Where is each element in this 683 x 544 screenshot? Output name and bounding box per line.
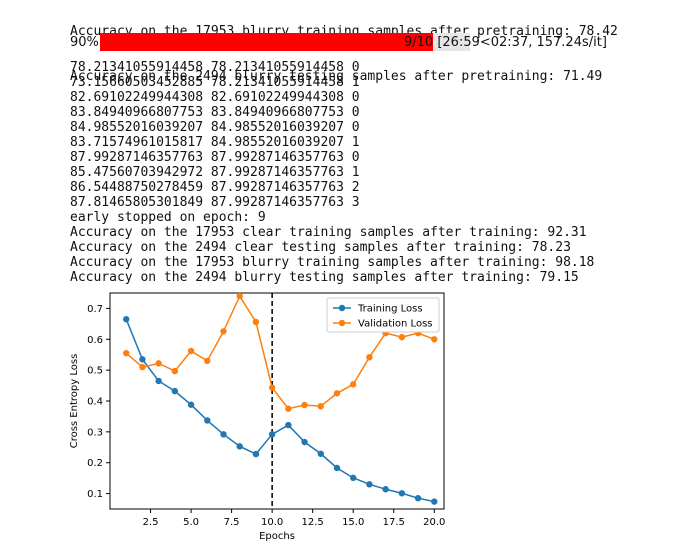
data-point bbox=[252, 318, 260, 326]
data-point bbox=[155, 360, 162, 367]
data-point bbox=[350, 381, 357, 388]
x-tick-label: 7.5 bbox=[224, 517, 240, 528]
data-point bbox=[123, 316, 130, 323]
output-line: 73.15660503452885 78.21341055914458 1 bbox=[70, 75, 360, 90]
output-line: 87.99287146357763 87.99287146357763 0 bbox=[70, 150, 360, 165]
data-point bbox=[268, 431, 276, 438]
output-line: 87.81465805301849 87.99287146357763 3 bbox=[70, 195, 360, 210]
x-axis-label: Epochs bbox=[259, 531, 295, 542]
output-line: 83.71574961015817 84.98552016039207 1 bbox=[70, 135, 360, 150]
y-tick-label: 0.2 bbox=[87, 458, 103, 469]
output-line: 86.54488750278459 87.99287146357763 2 bbox=[70, 180, 360, 195]
y-tick-label: 0.4 bbox=[87, 397, 103, 408]
data-point bbox=[333, 464, 341, 472]
data-point bbox=[431, 336, 438, 343]
data-point bbox=[431, 498, 438, 505]
data-point bbox=[268, 384, 276, 391]
x-tick-label: 12.5 bbox=[302, 517, 324, 528]
data-point bbox=[366, 481, 373, 488]
output-line: 82.69102249944308 82.69102249944308 0 bbox=[70, 90, 360, 105]
x-tick-label: 10.0 bbox=[261, 517, 283, 528]
data-point bbox=[204, 357, 211, 365]
data-point bbox=[382, 486, 389, 493]
x-tick-label: 15.0 bbox=[342, 517, 364, 528]
legend-box bbox=[326, 297, 440, 333]
progress-track bbox=[100, 33, 470, 51]
data-point bbox=[155, 377, 162, 385]
data-point bbox=[187, 401, 195, 408]
legend-label: Validation Loss bbox=[358, 319, 433, 330]
data-point bbox=[398, 490, 406, 497]
data-point bbox=[252, 450, 260, 458]
output-line: Accuracy on the 17953 blurry training sa… bbox=[70, 255, 595, 270]
data-point bbox=[301, 401, 308, 409]
output-line: early stopped on epoch: 9 bbox=[70, 210, 266, 225]
legend-swatch-marker bbox=[338, 319, 346, 327]
data-point bbox=[317, 403, 324, 410]
progress-bar-row: 90% 9/10 [26:59<02:37, 157.24s/it] bbox=[70, 32, 670, 52]
output-line: Accuracy on the 17953 clear training sam… bbox=[70, 225, 587, 240]
progress-stats: 9/10 [26:59<02:37, 157.24s/it] bbox=[404, 35, 607, 50]
data-point bbox=[301, 438, 308, 446]
data-point bbox=[139, 363, 146, 371]
output-line: Accuracy on the 2494 clear testing sampl… bbox=[70, 240, 571, 255]
data-point bbox=[414, 495, 422, 502]
data-point bbox=[220, 431, 227, 438]
data-point bbox=[285, 421, 292, 429]
output-line: 85.47560703942972 87.99287146357763 1 bbox=[70, 165, 360, 180]
data-point bbox=[350, 474, 357, 482]
output-line: 84.98552016039207 84.98552016039207 0 bbox=[70, 120, 360, 135]
y-axis-label: Cross Entropy Loss bbox=[69, 354, 80, 449]
output-line: 78.21341055914458 78.21341055914458 0 bbox=[70, 60, 360, 75]
data-point bbox=[171, 367, 179, 375]
y-tick-label: 0.1 bbox=[87, 489, 103, 500]
output-line: 83.84940966807753 83.84940966807753 0 bbox=[70, 105, 360, 120]
progress-fill bbox=[100, 33, 433, 51]
x-tick-label: 20.0 bbox=[423, 517, 445, 528]
output-line: Accuracy on the 2494 blurry testing samp… bbox=[70, 270, 579, 285]
x-tick-label: 17.5 bbox=[383, 517, 405, 528]
series-line bbox=[125, 294, 435, 410]
data-point bbox=[123, 349, 130, 357]
data-point bbox=[171, 387, 179, 395]
data-point bbox=[398, 333, 406, 341]
loss-chart: 2.5 5.0 7.5 10.0 12.5 15.0 17.5 20.0 0.1 0.2 0.3 0.… bbox=[69, 292, 445, 542]
output-line: Accuracy on the 2494 blurry testing samp… bbox=[70, 69, 603, 84]
data-point bbox=[236, 292, 243, 300]
data-point bbox=[285, 405, 292, 412]
x-tick-label: 5.0 bbox=[183, 517, 199, 528]
data-point bbox=[236, 443, 243, 450]
data-point bbox=[317, 450, 324, 457]
training-log: 78.21341055914458 78.21341055914458 0 73.… bbox=[70, 60, 594, 285]
data-point bbox=[333, 390, 341, 397]
data-point bbox=[187, 347, 195, 355]
data-point bbox=[139, 356, 146, 363]
x-tick-label: 2.5 bbox=[143, 517, 159, 528]
data-point bbox=[366, 353, 373, 361]
y-tick-label: 0.7 bbox=[87, 304, 103, 315]
data-point bbox=[204, 417, 211, 424]
y-tick-label: 0.3 bbox=[87, 427, 103, 438]
y-tick-label: 0.6 bbox=[87, 335, 103, 346]
progress-percent: 90% bbox=[70, 35, 99, 50]
series-line bbox=[125, 318, 435, 503]
legend-swatch-marker bbox=[338, 304, 346, 312]
data-point bbox=[220, 328, 227, 335]
y-tick-label: 0.5 bbox=[87, 366, 103, 377]
legend-label: Training Loss bbox=[357, 304, 423, 315]
